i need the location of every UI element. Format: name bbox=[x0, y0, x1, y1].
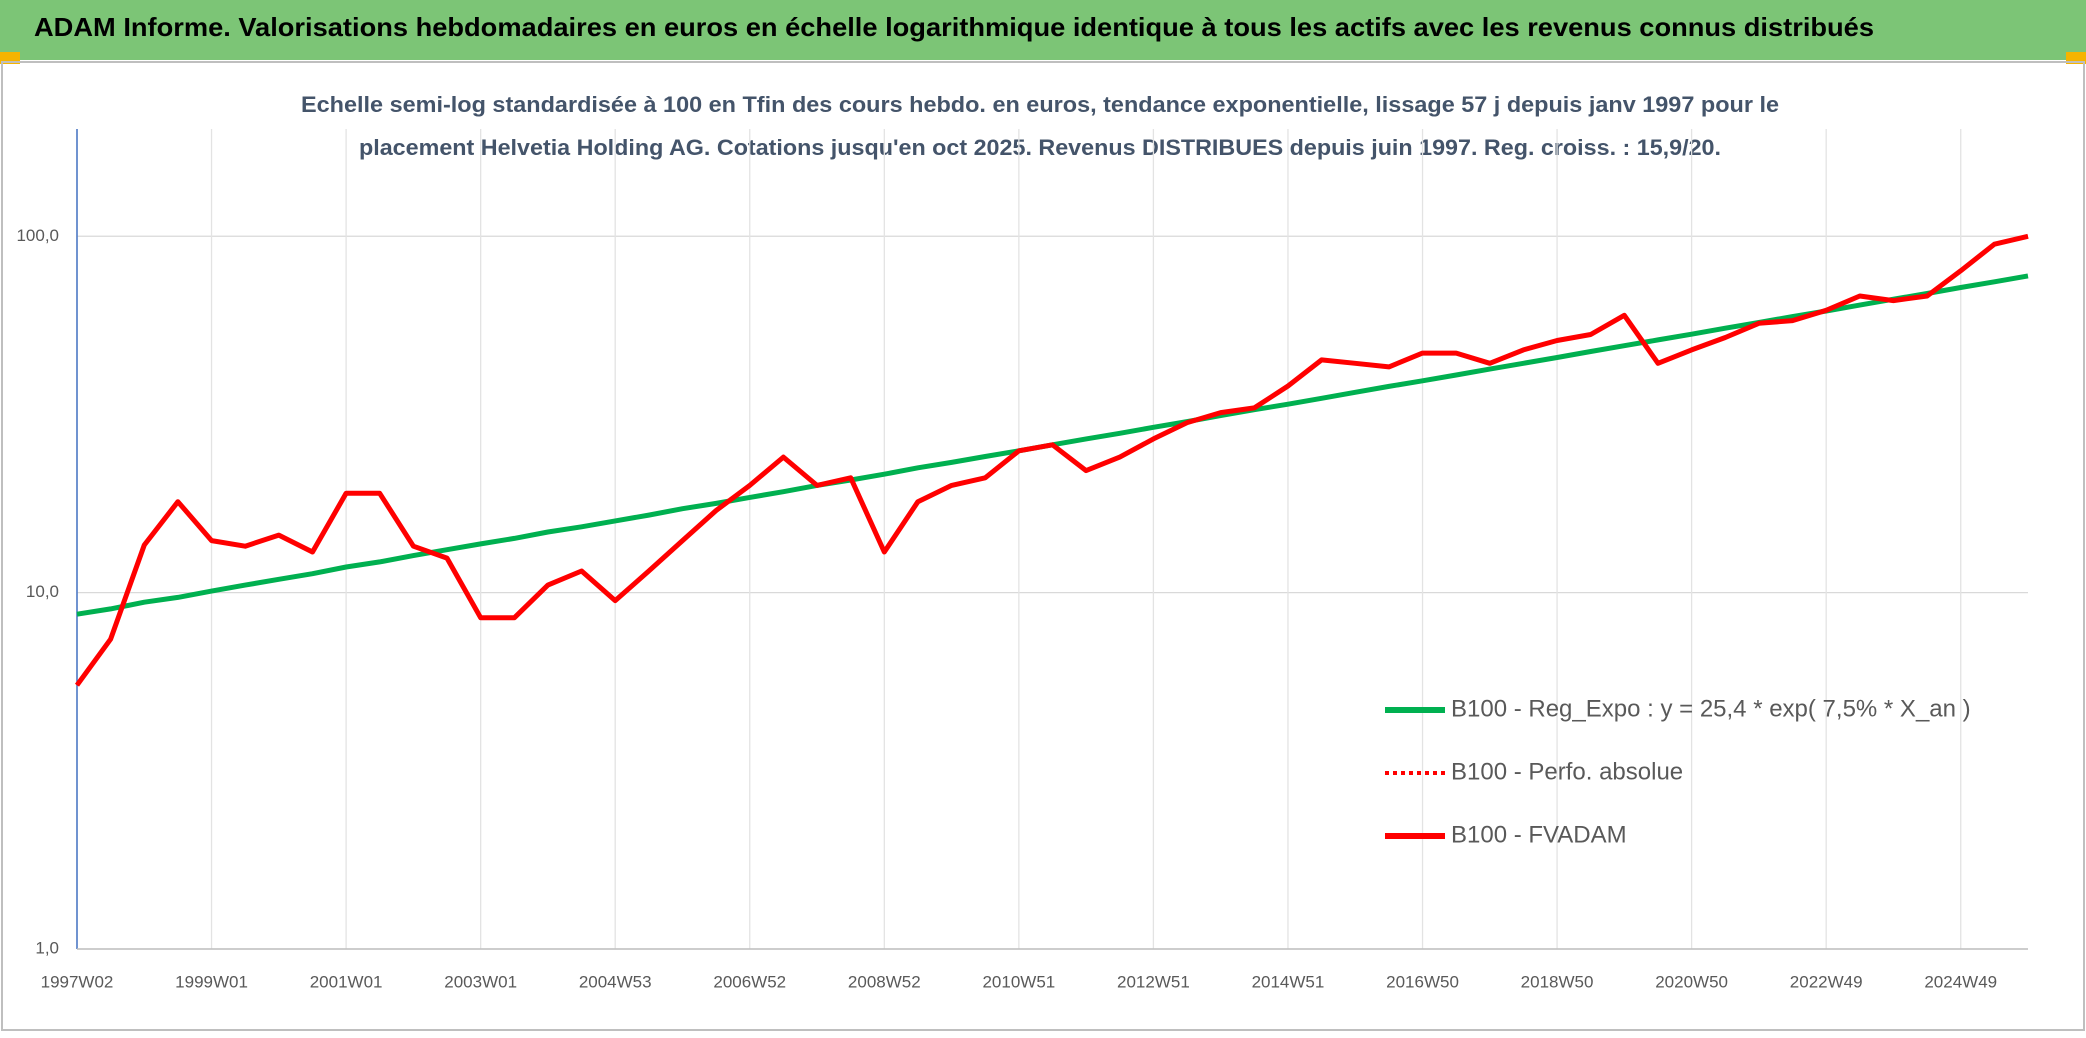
header-bar bbox=[0, 0, 2086, 60]
x-tick-label: 2012W51 bbox=[1117, 972, 1190, 991]
x-tick-label: 2020W50 bbox=[1655, 972, 1728, 991]
x-tick-label: 2016W50 bbox=[1386, 972, 1459, 991]
x-tick-label: 1997W02 bbox=[41, 972, 114, 991]
x-tick-label: 2006W52 bbox=[713, 972, 786, 991]
x-tick-label: 2008W52 bbox=[848, 972, 921, 991]
x-tick-label: 2010W51 bbox=[982, 972, 1055, 991]
chart-title: placement Helvetia Holding AG. Cotations… bbox=[359, 135, 1721, 160]
legend-label: B100 - FVADAM bbox=[1451, 821, 1627, 848]
x-tick-label: 2001W01 bbox=[310, 972, 383, 991]
x-tick-label: 1999W01 bbox=[175, 972, 248, 991]
legend-label: B100 - Perfo. absolue bbox=[1451, 758, 1683, 785]
x-tick-label: 2024W49 bbox=[1924, 972, 1997, 991]
line-series bbox=[74, 233, 2029, 687]
y-tick-label: 1,0 bbox=[35, 938, 59, 957]
x-tick-label: 2022W49 bbox=[1790, 972, 1863, 991]
chart-title: Echelle semi-log standardisée à 100 en T… bbox=[301, 92, 1779, 117]
legend-label: B100 - Reg_Expo : y = 25,4 * exp( 7,5% *… bbox=[1451, 695, 1971, 722]
y-tick-label: 100,0 bbox=[16, 226, 59, 245]
panel-border bbox=[1, 61, 2085, 1031]
x-tick-label: 2018W50 bbox=[1521, 972, 1594, 991]
x-tick-label: 2003W01 bbox=[444, 972, 517, 991]
x-tick-label: 2004W53 bbox=[579, 972, 652, 991]
header-title: ADAM Informe. Valorisations hebdomadaire… bbox=[34, 12, 1874, 42]
x-tick-label: 2014W51 bbox=[1252, 972, 1325, 991]
y-tick-label: 10,0 bbox=[26, 582, 59, 601]
